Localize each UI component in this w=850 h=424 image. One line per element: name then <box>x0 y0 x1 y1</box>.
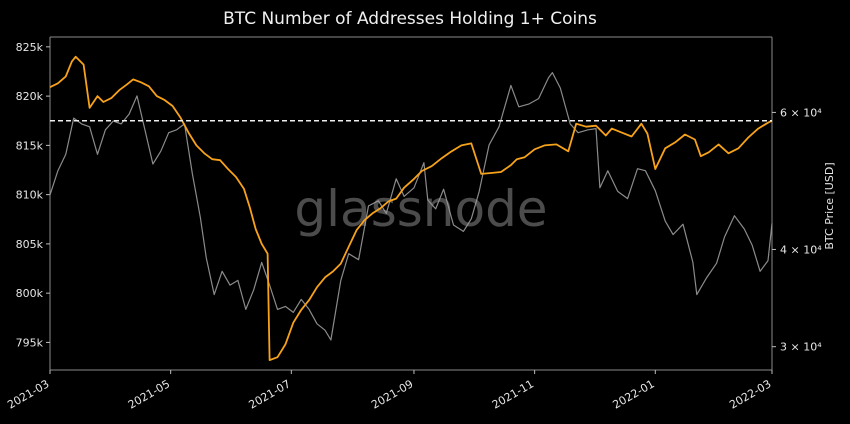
x-tick-label: 2022-01 <box>610 377 656 411</box>
y-left-tick-label: 815k <box>16 139 44 152</box>
x-tick-label: 2021-07 <box>247 377 293 411</box>
y-left-tick-label: 805k <box>16 238 44 251</box>
btc-price-line <box>49 72 773 341</box>
watermark-logo: glassnode <box>294 180 547 238</box>
x-tick-label: 2022-03 <box>727 377 773 411</box>
y-axis-right-label: BTC Price [USD] <box>823 162 836 249</box>
x-tick-label: 2021-09 <box>369 377 415 411</box>
y-left-tick-label: 825k <box>16 41 44 54</box>
y-left-tick-label: 810k <box>16 189 44 202</box>
y-left-tick-label: 800k <box>16 287 44 300</box>
y-axis-left: 795k 800k 805k 810k 815k 820k 825k <box>16 41 50 349</box>
y-left-tick-label: 820k <box>16 90 44 103</box>
x-tick-label: 2021-11 <box>490 377 536 411</box>
y-left-tick-label: 795k <box>16 336 44 349</box>
y-right-tick-label: 4 × 10⁴ <box>780 243 822 256</box>
x-tick-label: 2021-03 <box>5 377 51 411</box>
x-axis: 2021-03 2021-05 2021-07 2021-09 2021-11 2022-… <box>5 370 774 412</box>
y-right-tick-label: 3 × 10⁴ <box>780 341 822 354</box>
chart-title: BTC Number of Addresses Holding 1+ Coins <box>223 9 597 29</box>
addresses-line <box>49 55 773 361</box>
series-layer <box>49 55 773 361</box>
y-right-tick-label: 6 × 10⁴ <box>780 106 822 119</box>
y-axis-right: 3 × 10⁴ 4 × 10⁴ 6 × 10⁴ <box>772 106 822 354</box>
x-tick-label: 2021-05 <box>126 377 172 411</box>
